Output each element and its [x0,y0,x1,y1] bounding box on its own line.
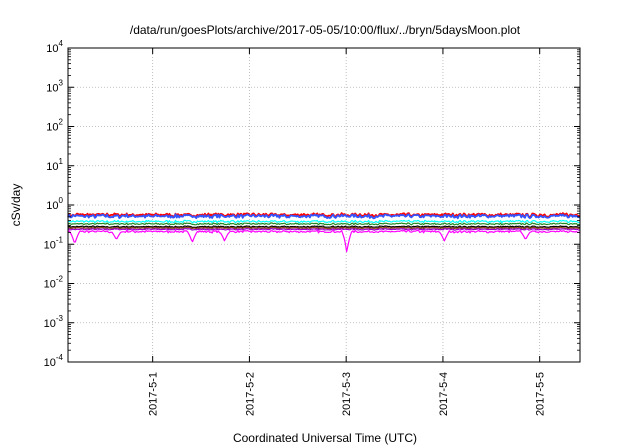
chart-title: /data/run/goesPlots/archive/2017-05-05/1… [130,23,521,37]
x-tick-label: 2017-5-4 [438,372,450,416]
x-tick-label: 2017-5-2 [244,372,256,416]
data-series [67,212,581,253]
grid-lines [68,48,580,362]
y-axis-label: cSv/day [9,184,23,227]
y-tick-label: 10-3 [44,314,64,330]
y-tick-label: 10-2 [44,275,64,291]
x-tick-label: 2017-5-1 [148,372,160,416]
y-tick-label: 102 [46,118,63,134]
axis-ticks: 10-4 10-3 10-2 10-1 100 101 102 103 104 2017-5-1 2… [44,39,580,416]
x-axis-label: Coordinated Universal Time (UTC) [233,431,417,445]
series-line [67,226,580,230]
series-line [67,219,581,224]
y-tick-label: 104 [46,39,63,55]
series-line [67,213,581,220]
series-line [67,222,581,226]
series-line [67,229,581,253]
y-tick-label: 10-4 [44,353,64,369]
x-tick-label: 2017-5-3 [341,372,353,416]
y-tick-label: 100 [46,196,63,212]
y-tick-label: 10-1 [44,235,64,251]
series-line [67,227,580,231]
y-tick-label: 101 [46,157,63,173]
y-tick-label: 103 [46,78,63,94]
x-tick-label: 2017-5-5 [535,372,547,416]
series-line [67,225,581,229]
